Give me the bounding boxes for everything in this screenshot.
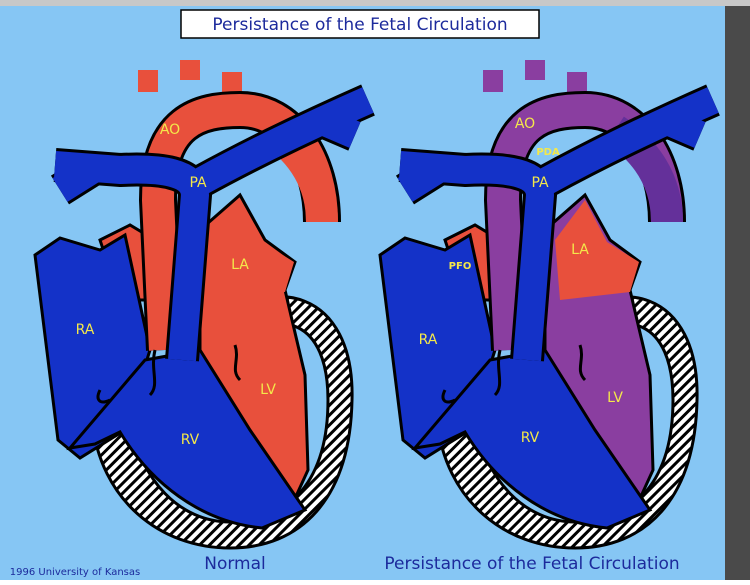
chamber-label: LV [260,382,276,398]
chamber-label: AO [160,122,180,138]
chamber-label: RA [76,322,95,338]
caption: Persistance of the Fetal Circulation [384,554,679,574]
chamber-label: LA [571,242,589,258]
scrollbar [725,6,750,580]
chamber-label: PA [189,175,207,191]
chamber-label: LV [607,390,623,406]
chamber-label: LA [231,257,249,273]
chamber-label: RV [521,430,540,446]
copyright: 1996 University of Kansas [10,567,140,578]
chamber-label: PFO [449,261,472,272]
title-box [180,9,540,39]
chamber-label: AO [515,116,535,132]
title: Persistance of the Fetal Circulation [212,15,507,35]
chamber-label: PA [531,175,549,191]
chamber-label: PDA [536,147,560,158]
bottom-strip [0,580,750,585]
caption: Normal [204,554,266,574]
chamber-label: RV [181,432,200,448]
chamber-label: RA [419,332,438,348]
